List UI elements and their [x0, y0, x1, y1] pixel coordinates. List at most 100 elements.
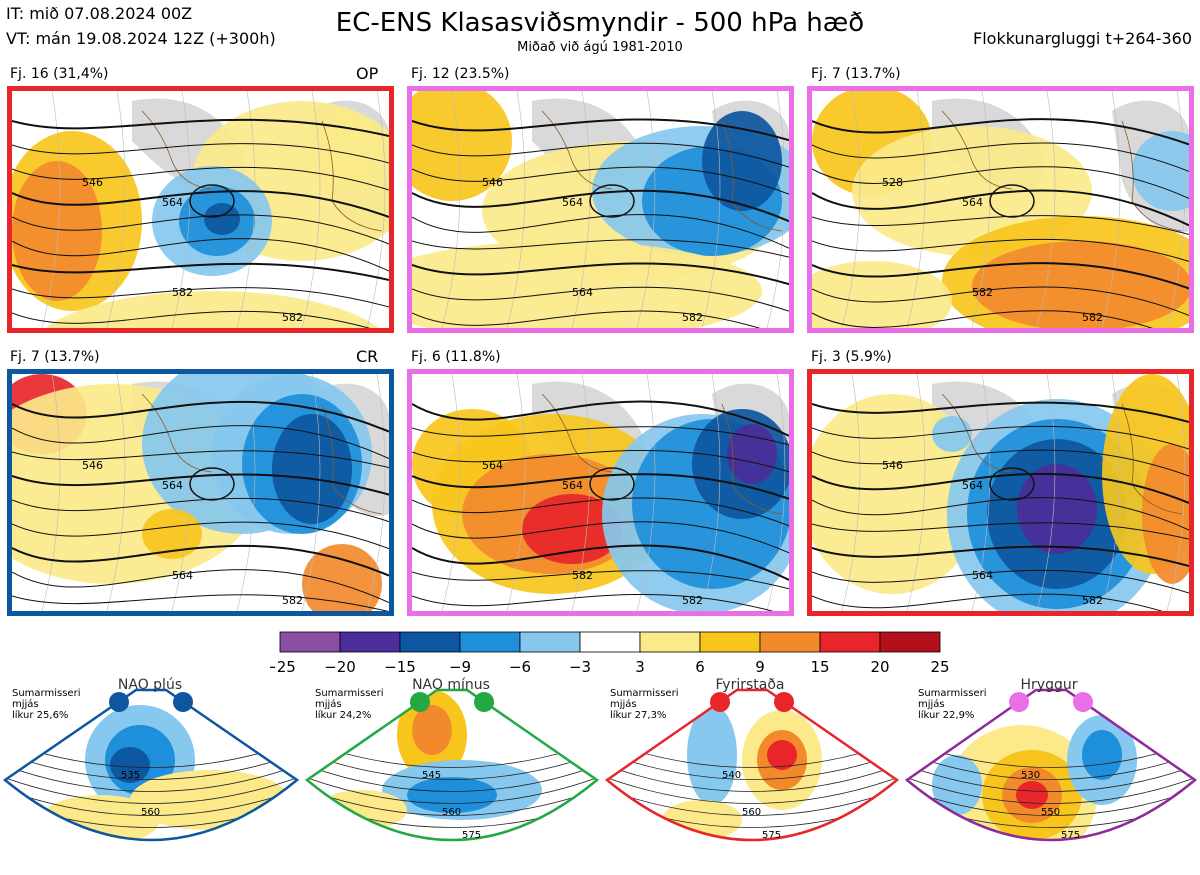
regime-season: Sumarmisseri [918, 688, 987, 699]
graticule-line [766, 91, 786, 328]
anomaly-area [1007, 848, 1037, 862]
regime-marker-dot [474, 692, 494, 712]
height-contour [812, 522, 1189, 540]
regime-info: Sumarmisseri mjjás líkur 24,2% [315, 688, 383, 721]
regime-sector: 535 560 [0, 680, 302, 871]
height-contour [412, 262, 789, 286]
anomaly-area [1142, 444, 1189, 584]
regime-marker-dot [774, 692, 794, 712]
colorbar-swatch [819, 631, 881, 653]
colorbar-swatch [339, 631, 401, 653]
colorbar-tick-label: −25 [270, 658, 296, 676]
contour-label: 582 [172, 286, 193, 299]
graticule-line [41, 91, 61, 328]
anomaly-area [522, 494, 622, 564]
panel-label: Fj. 16 (31,4%) [10, 66, 109, 82]
contour-label: 540 [722, 770, 741, 781]
contour-label: 564 [562, 479, 583, 492]
graticule-line [1036, 91, 1056, 328]
map-canvas: 546 564 564 582 [812, 374, 1189, 611]
init-time: IT: mið 07.08.2024 00Z [6, 4, 193, 23]
contour-label: 582 [282, 594, 303, 607]
height-contour [412, 310, 761, 328]
height-contour [5, 751, 297, 780]
contour-label: 564 [962, 479, 983, 492]
panel-label: Fj. 3 (5.9%) [811, 349, 892, 365]
graticule-line [906, 374, 926, 611]
regime-months: mjjás [610, 699, 637, 710]
regime-info: Sumarmisseri mjjás líkur 22,9% [918, 688, 986, 721]
height-contour [307, 775, 597, 804]
graticule-line [106, 91, 126, 328]
cluster-map-panel: 546 564 582 582 [7, 86, 394, 333]
height-contour [412, 497, 789, 527]
height-contour [12, 262, 389, 281]
regime-sector: 545 560 575 [302, 680, 602, 871]
contour-label: 546 [882, 459, 903, 472]
height-contour [412, 450, 789, 473]
height-contour [412, 286, 789, 312]
anomaly-area [767, 740, 797, 770]
height-contour [12, 473, 389, 496]
height-contour [12, 497, 389, 523]
map-canvas: 528 564 582 582 [812, 91, 1189, 328]
contour-label: 560 [742, 807, 761, 818]
regime-title: Hryggur [1020, 677, 1078, 693]
anomaly-area [812, 261, 952, 328]
anomaly-area [1016, 781, 1048, 809]
height-contour [189, 467, 235, 501]
graticule-line [971, 91, 991, 328]
colorbar-swatch [279, 631, 341, 653]
height-contour [0, 848, 302, 871]
height-contour [412, 166, 789, 195]
height-contour [12, 400, 389, 433]
graticule-line [636, 91, 656, 328]
panel-tag: CR [356, 347, 379, 366]
regime-info: Sumarmisseri mjjás líkur 25,6% [12, 688, 80, 721]
contour-label: 550 [1041, 807, 1060, 818]
height-contour [12, 569, 389, 604]
height-contour [12, 118, 389, 137]
height-contour [812, 310, 1153, 328]
regime-season: Sumarmisseri [12, 688, 81, 699]
regime-probability: líkur 22,9% [918, 710, 975, 721]
height-contour [907, 751, 1195, 780]
regime-info: Sumarmisseri mjjás líkur 27,3% [610, 688, 678, 721]
anomaly-area [972, 241, 1189, 328]
regime-months: mjjás [315, 699, 342, 710]
height-contour [307, 751, 597, 780]
regime-probability: líkur 24,2% [315, 710, 372, 721]
graticule-line [236, 91, 256, 328]
anomaly-area [932, 416, 972, 452]
coastline [541, 110, 613, 190]
height-contour [589, 467, 635, 501]
graticule-line [766, 374, 786, 611]
map-canvas: 546 564 582 582 [12, 91, 389, 328]
anomaly-area [204, 203, 240, 235]
height-contour [589, 184, 635, 218]
height-contour [307, 763, 597, 792]
graticule-line [366, 91, 386, 328]
height-contour [989, 467, 1035, 501]
height-contour [12, 238, 389, 272]
height-contour [12, 450, 389, 469]
height-contour [812, 238, 1189, 262]
colorbar-swatch [699, 631, 761, 653]
graticule-line [841, 374, 861, 611]
contour-label: 564 [962, 196, 983, 209]
panel-label: Fj. 12 (23.5%) [411, 66, 510, 82]
regime-map: 535 560 [0, 688, 302, 871]
height-contour [412, 594, 774, 611]
colorbar-tick-label: −9 [449, 658, 471, 676]
colorbar: −25 −20 −15 −9 −6 −3 3 6 9 15 20 25 [264, 630, 950, 680]
regime-frame [2, 688, 300, 842]
coastline [941, 393, 1013, 473]
height-contour [812, 142, 1189, 172]
anomaly-area [932, 755, 982, 815]
cluster-map-panel: 546 564 564 582 [807, 369, 1194, 616]
contour-label: 582 [572, 569, 593, 582]
colorbar-tick-label: 6 [695, 658, 705, 676]
contour-label: 582 [972, 286, 993, 299]
height-contour [412, 142, 789, 168]
classification-window: Flokkunargluggi t+264-360 [973, 29, 1192, 48]
